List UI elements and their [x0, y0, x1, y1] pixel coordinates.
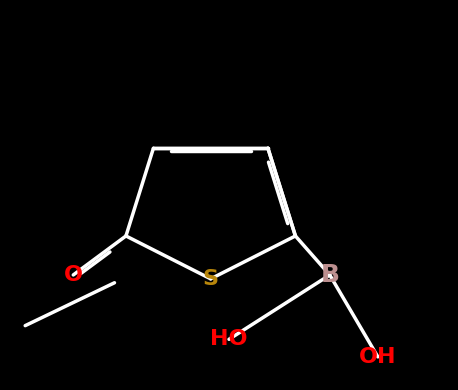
Text: HO: HO — [210, 329, 248, 349]
Text: S: S — [203, 269, 218, 289]
Text: O: O — [64, 265, 83, 285]
Text: OH: OH — [359, 347, 397, 367]
Text: B: B — [320, 263, 339, 287]
